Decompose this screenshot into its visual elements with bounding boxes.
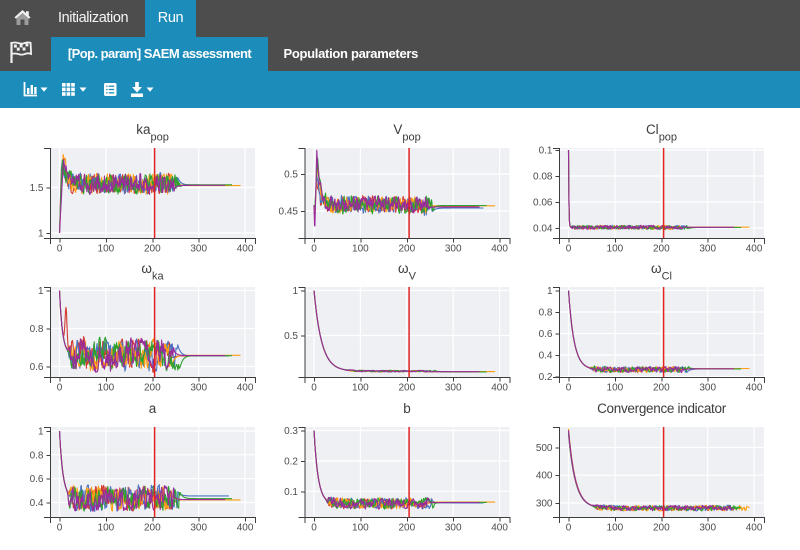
svg-text:400: 400 — [237, 383, 254, 394]
svg-text:0.8: 0.8 — [30, 450, 44, 461]
svg-text:ωV: ωV — [398, 261, 417, 283]
svg-text:0.8: 0.8 — [539, 308, 553, 319]
svg-text:0.04: 0.04 — [533, 224, 553, 235]
svg-text:300: 300 — [699, 383, 716, 394]
svg-text:0.6: 0.6 — [30, 474, 44, 485]
svg-text:0.2: 0.2 — [284, 456, 298, 467]
svg-text:a: a — [149, 401, 157, 416]
svg-text:1: 1 — [38, 427, 44, 438]
svg-text:200: 200 — [398, 523, 415, 534]
svg-text:1: 1 — [547, 286, 553, 297]
svg-text:100: 100 — [607, 244, 624, 255]
svg-text:0.4: 0.4 — [539, 351, 553, 362]
svg-text:300: 300 — [536, 498, 553, 509]
svg-text:100: 100 — [352, 244, 369, 255]
svg-text:0: 0 — [57, 244, 63, 255]
svg-text:100: 100 — [98, 244, 115, 255]
svg-text:100: 100 — [352, 523, 369, 534]
svg-text:300: 300 — [699, 244, 716, 255]
svg-text:100: 100 — [98, 523, 115, 534]
svg-text:100: 100 — [98, 383, 115, 394]
svg-text:500: 500 — [536, 443, 553, 454]
svg-text:0: 0 — [311, 244, 317, 255]
svg-text:0: 0 — [311, 383, 317, 394]
svg-text:400: 400 — [536, 471, 553, 482]
svg-text:0.1: 0.1 — [539, 146, 553, 157]
svg-text:0.5: 0.5 — [284, 170, 298, 181]
svg-text:400: 400 — [237, 244, 254, 255]
svg-text:100: 100 — [352, 383, 369, 394]
svg-text:0: 0 — [566, 244, 572, 255]
svg-text:ωCl: ωCl — [651, 261, 672, 283]
svg-text:100: 100 — [607, 383, 624, 394]
svg-text:0: 0 — [566, 523, 572, 534]
svg-text:0.45: 0.45 — [279, 207, 299, 218]
svg-text:1: 1 — [292, 286, 298, 297]
svg-text:0: 0 — [311, 523, 317, 534]
svg-text:400: 400 — [237, 523, 254, 534]
svg-text:200: 200 — [653, 523, 670, 534]
svg-text:0.6: 0.6 — [30, 362, 44, 373]
svg-text:0.1: 0.1 — [284, 487, 298, 498]
svg-text:300: 300 — [445, 244, 462, 255]
svg-text:200: 200 — [398, 383, 415, 394]
svg-text:400: 400 — [491, 523, 508, 534]
svg-text:0.6: 0.6 — [539, 329, 553, 340]
svg-text:200: 200 — [144, 244, 161, 255]
svg-text:0.5: 0.5 — [284, 331, 298, 342]
svg-text:0.4: 0.4 — [30, 498, 44, 509]
svg-text:0.2: 0.2 — [539, 372, 553, 383]
svg-text:1.5: 1.5 — [30, 183, 44, 194]
svg-text:Clpop: Clpop — [646, 122, 677, 144]
svg-text:200: 200 — [398, 244, 415, 255]
svg-text:200: 200 — [653, 383, 670, 394]
svg-text:Vpop: Vpop — [393, 122, 420, 144]
svg-text:200: 200 — [144, 383, 161, 394]
svg-text:300: 300 — [190, 383, 207, 394]
svg-text:0.06: 0.06 — [533, 198, 553, 209]
svg-text:300: 300 — [445, 383, 462, 394]
svg-text:0.3: 0.3 — [284, 426, 298, 437]
svg-text:300: 300 — [190, 244, 207, 255]
svg-text:ωka: ωka — [141, 261, 164, 283]
svg-text:200: 200 — [653, 244, 670, 255]
svg-text:1: 1 — [38, 229, 44, 240]
svg-text:1: 1 — [38, 286, 44, 297]
svg-text:400: 400 — [746, 383, 763, 394]
svg-text:0: 0 — [566, 383, 572, 394]
svg-text:0.08: 0.08 — [533, 172, 553, 183]
svg-text:300: 300 — [699, 523, 716, 534]
svg-text:Convergence indicator: Convergence indicator — [597, 401, 727, 416]
svg-text:kapop: kapop — [136, 122, 169, 144]
svg-text:0.8: 0.8 — [30, 324, 44, 335]
svg-text:100: 100 — [607, 523, 624, 534]
svg-text:0: 0 — [57, 523, 63, 534]
svg-text:300: 300 — [445, 523, 462, 534]
svg-text:400: 400 — [491, 244, 508, 255]
svg-text:0: 0 — [57, 383, 63, 394]
svg-text:300: 300 — [190, 523, 207, 534]
svg-text:400: 400 — [746, 523, 763, 534]
svg-text:200: 200 — [144, 523, 161, 534]
svg-text:400: 400 — [491, 383, 508, 394]
svg-text:b: b — [403, 401, 411, 416]
svg-text:400: 400 — [746, 244, 763, 255]
